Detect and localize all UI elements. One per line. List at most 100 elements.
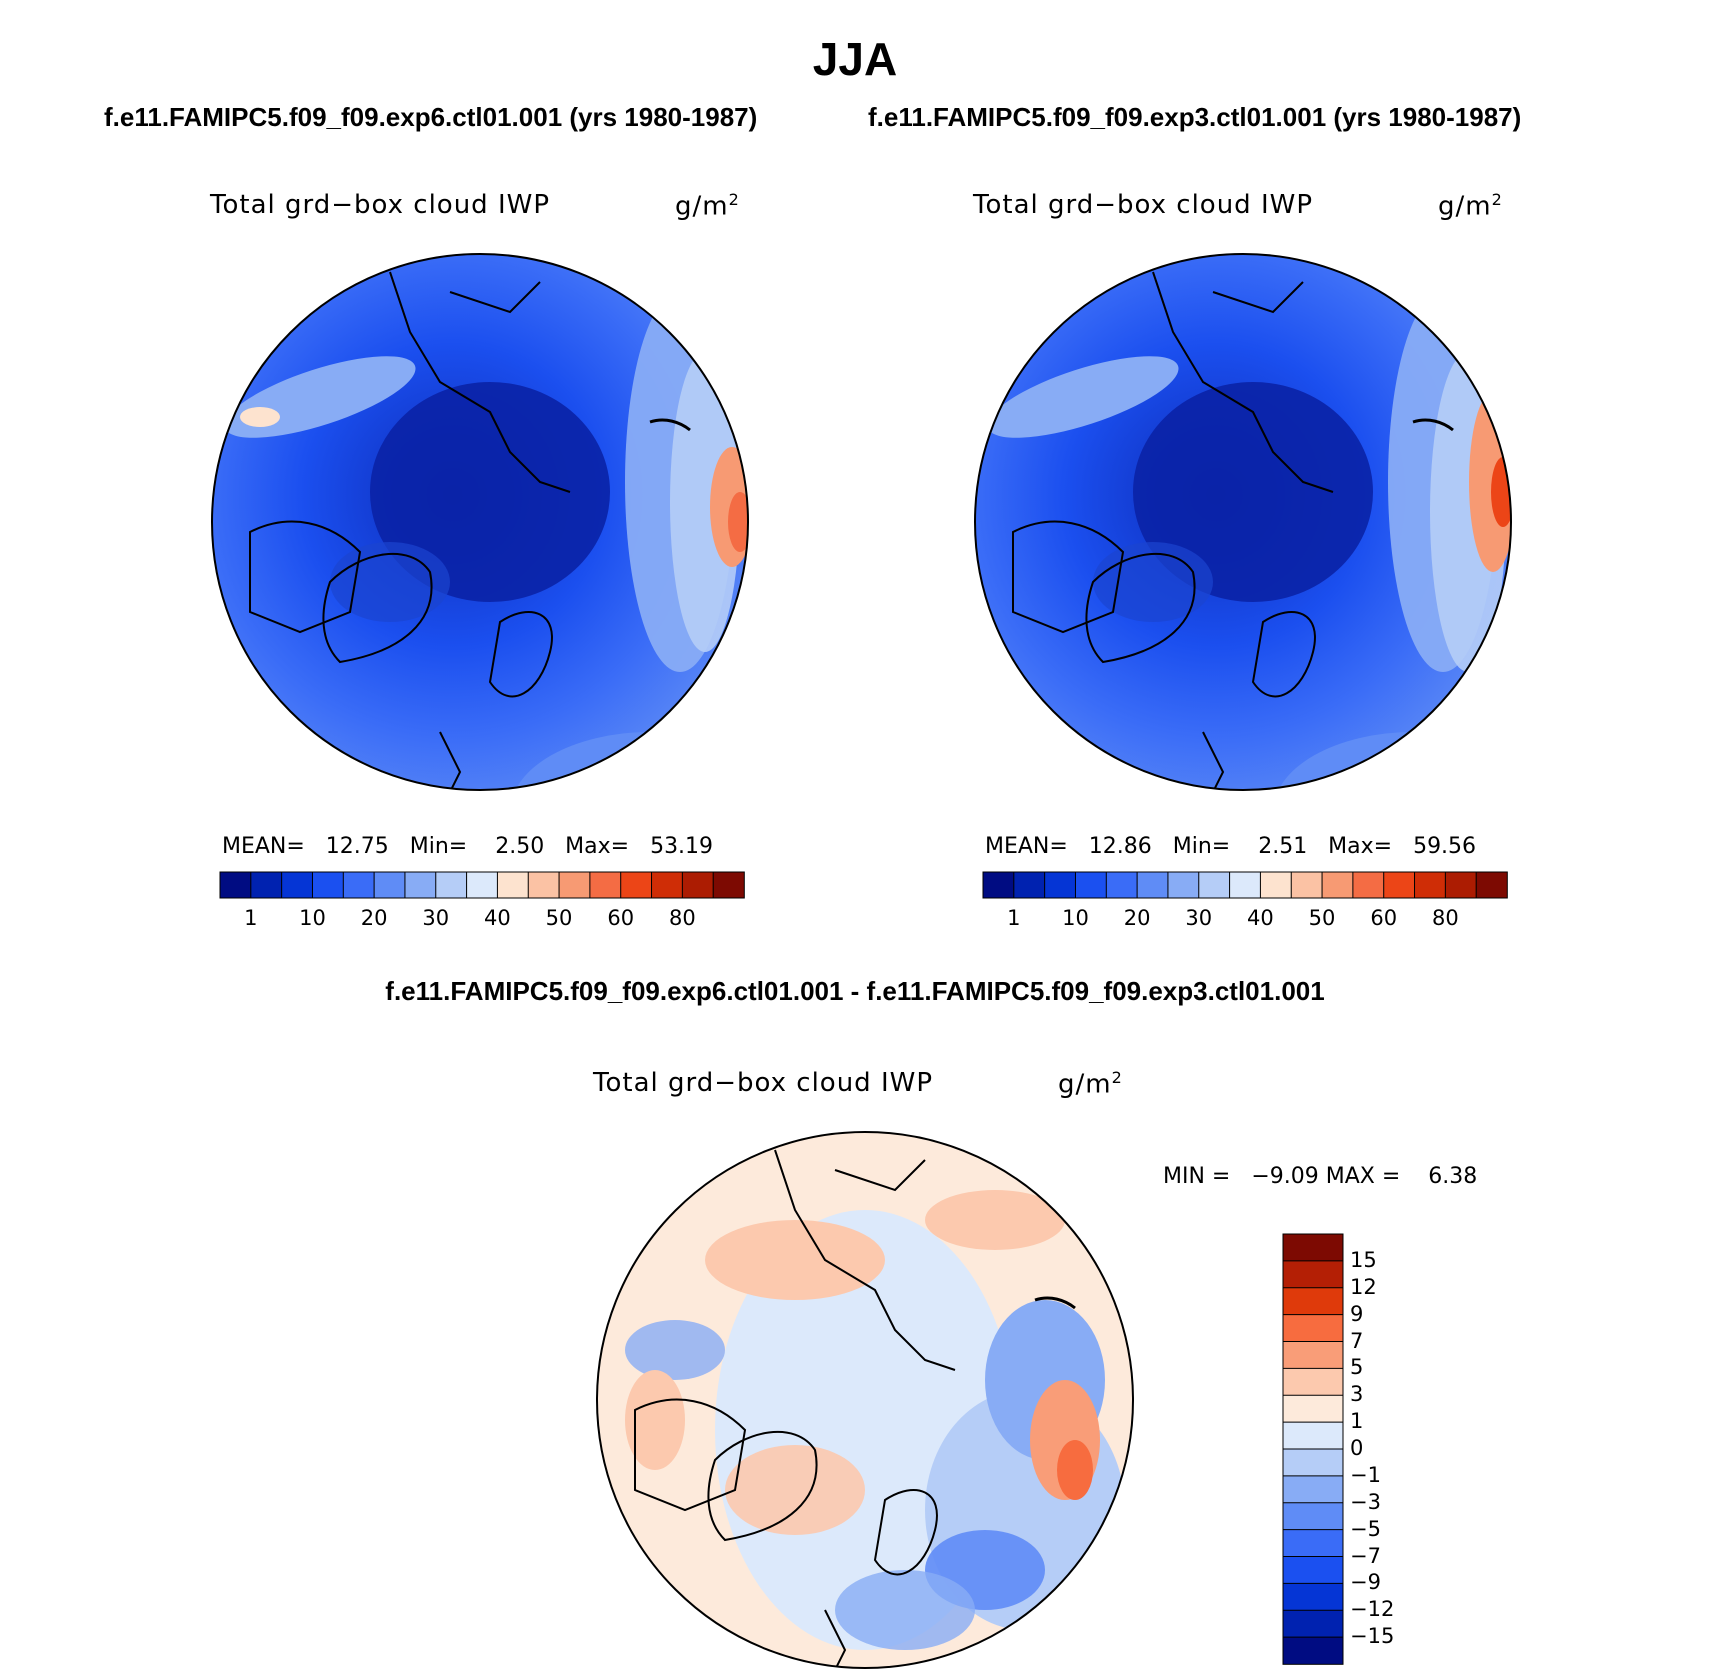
colorbar-tick-label: 40 (1247, 906, 1274, 930)
colorbar-swatch (1282, 1367, 1344, 1397)
colorbar-swatch (219, 871, 252, 899)
colorbar-tick-label: 80 (668, 906, 696, 930)
difference-variable-label: Total grd−box cloud IWP (593, 1068, 934, 1098)
colorbar-swatch (1444, 871, 1477, 899)
colorbar-swatch (1259, 871, 1293, 899)
panel-2-stats: MEAN= 12.86 Min= 2.51 Max= 59.56 (985, 834, 1477, 859)
colorbar-swatch (1282, 1341, 1344, 1370)
panel-1-colorbar (219, 871, 745, 899)
colorbar-tick-label: 80 (1431, 906, 1459, 930)
colorbar-swatch (404, 871, 437, 899)
colorbar-swatch (1229, 871, 1262, 899)
colorbar-tick-label: 20 (1123, 906, 1151, 930)
colorbar-swatch (311, 871, 345, 899)
colorbar-tick-label: 3 (1350, 1382, 1364, 1407)
colorbar-tick-label: 30 (1185, 906, 1213, 930)
panel-2-colorbar-ticks: 1 10 20 30 40 50 60 80 (983, 906, 1507, 932)
colorbar-swatch (1198, 871, 1231, 899)
panel-2-run-title: f.e11.FAMIPC5.f09_f09.exp3.ctl01.001 (yr… (868, 102, 1522, 132)
colorbar-tick-label: −15 (1350, 1624, 1395, 1649)
colorbar-swatch (1044, 871, 1077, 899)
colorbar-tick-label: 50 (545, 906, 573, 930)
difference-units-label: g/m2 (1058, 1068, 1123, 1100)
colorbar-swatch (1282, 1582, 1344, 1612)
colorbar-swatch (342, 871, 375, 899)
colorbar-tick-label: 50 (1308, 906, 1336, 930)
colorbar-swatch (1282, 1609, 1344, 1638)
colorbar-tick-label: 40 (484, 906, 511, 930)
colorbar-swatch (1282, 1636, 1344, 1665)
panel-1-run-title: f.e11.FAMIPC5.f09_f09.exp6.ctl01.001 (yr… (104, 102, 758, 132)
colorbar-swatch (1321, 871, 1354, 899)
colorbar-tick-label: 0 (1350, 1436, 1364, 1460)
figure-title: JJA (812, 33, 898, 85)
panel-1-stats: MEAN= 12.75 Min= 2.50 Max= 53.19 (222, 834, 714, 859)
colorbar-swatch (1282, 1233, 1344, 1262)
colorbar-swatch (1013, 871, 1046, 899)
difference-colorbar-ticks: 15 12 9 7 5 3 1 0 −1 −3 −5 −7 −9 −12 −15 (1350, 1233, 1430, 1665)
difference-polar-map (596, 1131, 1134, 1669)
colorbar-tick-label: 1 (1350, 1409, 1364, 1434)
panel-1-colorbar-ticks: 1 10 20 30 40 50 60 80 (220, 906, 744, 932)
difference-title: f.e11.FAMIPC5.f09_f09.exp6.ctl01.001 - f… (385, 976, 1325, 1006)
colorbar-tick-label: 60 (607, 906, 635, 930)
colorbar-swatch (681, 871, 714, 899)
colorbar-swatch (1282, 1448, 1344, 1477)
colorbar-swatch (1282, 1502, 1344, 1531)
colorbar-swatch (1475, 871, 1508, 899)
colorbar-swatch (712, 871, 745, 899)
colorbar-tick-label: −3 (1350, 1489, 1381, 1514)
colorbar-swatch (651, 871, 684, 899)
colorbar-swatch (982, 871, 1015, 899)
colorbar-tick-label: 10 (1062, 906, 1089, 930)
colorbar-swatch (1352, 871, 1385, 899)
colorbar-swatch (620, 871, 653, 899)
colorbar-swatch (250, 871, 283, 899)
colorbar-tick-label: 15 (1350, 1247, 1377, 1272)
colorbar-swatch (1282, 1260, 1344, 1289)
colorbar-swatch (1074, 871, 1108, 899)
colorbar-swatch (1282, 1314, 1344, 1343)
colorbar-tick-label: −9 (1350, 1570, 1381, 1595)
colorbar-tick-label: −12 (1350, 1597, 1395, 1622)
panel-1-polar-map (211, 253, 749, 791)
colorbar-swatch (466, 871, 499, 899)
colorbar-tick-label: 9 (1350, 1301, 1364, 1326)
colorbar-tick-label: 30 (422, 906, 450, 930)
colorbar-swatch (1282, 1394, 1344, 1423)
panel-2-variable-label: Total grd−box cloud IWP (973, 190, 1314, 220)
colorbar-swatch (496, 871, 530, 899)
difference-stats: MIN = −9.09 MAX = 6.38 (1163, 1164, 1478, 1189)
difference-colorbar (1282, 1233, 1344, 1665)
colorbar-tick-label: 1 (1007, 906, 1021, 930)
panel-1-units-label: g/m2 (675, 190, 740, 222)
panel-2-units-label: g/m2 (1438, 190, 1503, 222)
colorbar-tick-label: 60 (1370, 906, 1398, 930)
colorbar-tick-label: 1 (244, 906, 258, 930)
colorbar-tick-label: 7 (1350, 1328, 1364, 1353)
colorbar-swatch (1282, 1475, 1344, 1504)
panel-2-colorbar (982, 871, 1508, 899)
colorbar-swatch (435, 871, 468, 899)
colorbar-swatch (1282, 1556, 1344, 1585)
colorbar-tick-label: 10 (299, 906, 326, 930)
colorbar-swatch (1282, 1421, 1344, 1450)
colorbar-swatch (558, 871, 591, 899)
colorbar-swatch (1282, 1529, 1344, 1558)
colorbar-swatch (1105, 871, 1138, 899)
colorbar-swatch (527, 871, 560, 899)
colorbar-tick-label: −7 (1350, 1543, 1381, 1568)
colorbar-tick-label: 12 (1350, 1274, 1377, 1299)
colorbar-swatch (1290, 871, 1323, 899)
colorbar-swatch (1383, 871, 1416, 899)
colorbar-tick-label: 20 (360, 906, 388, 930)
colorbar-swatch (373, 871, 406, 899)
colorbar-swatch (1136, 871, 1169, 899)
panel-2-polar-map (974, 253, 1512, 791)
colorbar-swatch (1167, 871, 1200, 899)
colorbar-swatch (1282, 1287, 1344, 1316)
colorbar-tick-label: −5 (1350, 1516, 1381, 1541)
colorbar-swatch (589, 871, 622, 899)
panel-1-variable-label: Total grd−box cloud IWP (210, 190, 551, 220)
colorbar-tick-label: 5 (1350, 1355, 1364, 1380)
